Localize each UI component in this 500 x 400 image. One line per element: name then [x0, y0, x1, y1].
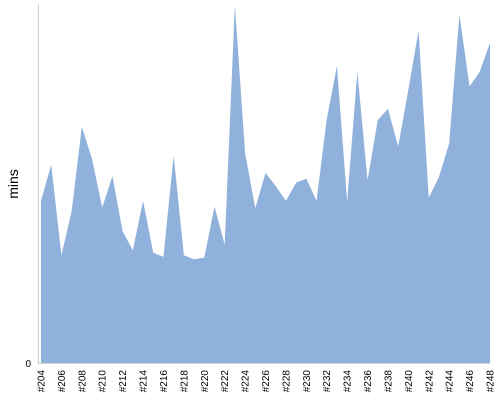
x-tick-label: #218: [179, 370, 190, 393]
x-axis-ticks: #204 #206 #208 #210 #212 #214 #216 #218 #220 #222…: [37, 370, 497, 393]
plot-area: [41, 5, 490, 363]
x-tick-label: #238: [383, 370, 394, 393]
x-tick-label: #242: [424, 370, 435, 393]
x-tick-label: #230: [302, 370, 313, 393]
x-tick-label: #208: [77, 370, 88, 393]
x-tick-label: #246: [465, 370, 476, 393]
x-tick-label: #222: [220, 370, 231, 393]
area-series: [41, 5, 490, 363]
x-tick-label: #206: [57, 370, 68, 393]
x-tick-label: #216: [159, 370, 170, 393]
x-tick-label: #204: [37, 370, 48, 393]
x-tick-label: #240: [404, 370, 415, 393]
x-tick-label: #220: [200, 370, 211, 393]
x-tick-label: #232: [322, 370, 333, 393]
x-tick-label: #236: [363, 370, 374, 393]
y-axis-title: mins: [5, 169, 21, 199]
axes: [38, 4, 490, 364]
x-tick-label: #226: [261, 370, 272, 393]
x-tick-label: #234: [343, 370, 354, 393]
x-tick-label: #244: [445, 370, 456, 393]
y-tick-label: 0: [25, 359, 31, 370]
x-tick-label: #228: [281, 370, 292, 393]
x-tick-label: #210: [98, 370, 109, 393]
x-tick-label: #212: [118, 370, 129, 393]
y-axis-ticks: 0: [25, 359, 31, 370]
x-tick-label: #248: [486, 370, 497, 393]
x-tick-label: #224: [241, 370, 252, 393]
x-tick-label: #214: [139, 370, 150, 393]
